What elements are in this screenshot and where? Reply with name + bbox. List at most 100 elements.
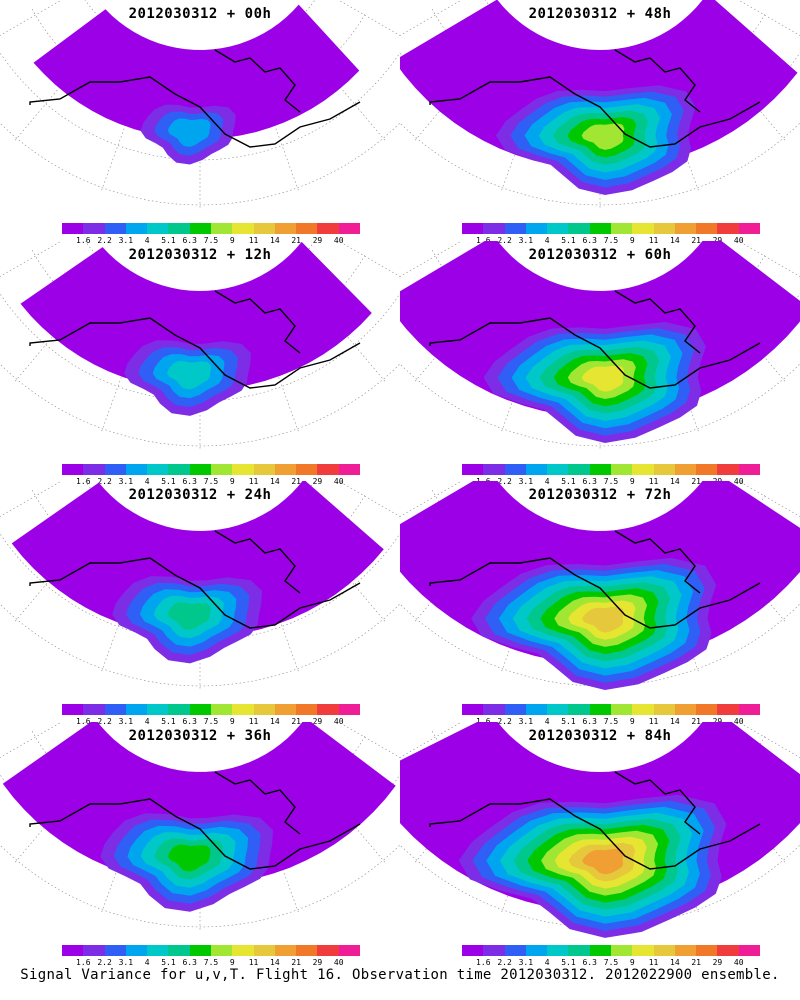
colorbar-swatch-13 xyxy=(738,704,760,715)
colorbar-tick-label: 40 xyxy=(333,958,344,967)
coastline-arctic xyxy=(614,771,701,835)
colorbar xyxy=(62,945,360,956)
colorbar-swatch-3 xyxy=(125,945,148,956)
colorbar-swatch-3 xyxy=(525,704,548,715)
colorbar-tick-label: 6.3 xyxy=(582,717,597,726)
colorbar-swatch-11 xyxy=(696,464,718,475)
variance-field xyxy=(20,241,372,416)
colorbar-tick-label: 40 xyxy=(333,236,344,245)
colorbar-swatch-13 xyxy=(338,945,360,956)
colorbar-tick-label: 9 xyxy=(229,958,235,967)
colorbar-swatch-12 xyxy=(317,704,339,715)
panel-title: 2012030312 + 12h xyxy=(128,247,272,263)
colorbar-tick-label: 14 xyxy=(270,477,280,486)
coastline-arctic xyxy=(214,290,301,354)
colorbar-tick-label: 6.3 xyxy=(182,477,197,486)
colorbar-tick-label: 9 xyxy=(629,717,635,726)
colorbar-swatch-8 xyxy=(232,945,254,956)
field-level-10 xyxy=(582,848,624,875)
colorbar-swatch-0 xyxy=(62,223,84,234)
colorbar-tick-label: 3.1 xyxy=(118,958,134,967)
field-level-3 xyxy=(167,118,211,147)
colorbar-swatch-8 xyxy=(232,464,254,475)
colorbar-tick-label: 11 xyxy=(248,717,259,726)
colorbar-tick-label: 1.6 xyxy=(76,958,91,967)
colorbar-tick-label: 4 xyxy=(144,717,150,726)
panel-title: 2012030312 + 84h xyxy=(528,728,672,744)
colorbar-swatch-11 xyxy=(296,223,318,234)
map-0 xyxy=(0,0,400,210)
colorbar-swatch-8 xyxy=(632,223,654,234)
colorbar-swatch-3 xyxy=(525,223,548,234)
colorbar-tick-label: 40 xyxy=(333,477,344,486)
colorbar-swatch-6 xyxy=(589,223,611,234)
coastline xyxy=(29,76,361,148)
colorbar-tick-label: 6.3 xyxy=(182,958,197,967)
colorbar-tick-label: 29 xyxy=(712,958,723,967)
map-5 xyxy=(400,481,800,691)
colorbar-tick-label: 11 xyxy=(648,958,659,967)
panel-title: 2012030312 + 00h xyxy=(128,6,272,22)
colorbar-tick-label: 40 xyxy=(733,477,744,486)
colorbar-swatch-8 xyxy=(232,223,254,234)
colorbar-tick-label: 7.5 xyxy=(603,717,619,726)
colorbar-swatch-3 xyxy=(525,464,548,475)
variance-field xyxy=(33,4,360,165)
colorbar-swatch-12 xyxy=(717,704,739,715)
colorbar-swatch-2 xyxy=(104,945,126,956)
colorbar-swatch-12 xyxy=(717,945,739,956)
panel-2: 2012030312 + 12h 1.6 2.2 3.1 4 5.1 6.3 7.5 9 11 14… xyxy=(0,241,400,491)
colorbar-tick-label: 21 xyxy=(691,717,701,726)
coastline-arctic xyxy=(614,290,701,354)
panel-title: 2012030312 + 60h xyxy=(528,247,672,263)
colorbar-swatch-1 xyxy=(483,223,505,234)
map-4 xyxy=(0,481,400,691)
colorbar-tick-label: 3.1 xyxy=(518,717,534,726)
colorbar-swatch-6 xyxy=(189,464,211,475)
coastline xyxy=(429,317,761,389)
colorbar-swatch-2 xyxy=(104,464,126,475)
panel-title: 2012030312 + 48h xyxy=(528,6,672,22)
panel-0: 2012030312 + 00h 1.6 2.2 3.1 4 5.1 6.3 7.5 9 11 14… xyxy=(0,0,400,250)
field-level-0 xyxy=(20,241,372,391)
colorbar-swatch-5 xyxy=(568,704,590,715)
variance-field xyxy=(400,241,800,443)
colorbar-swatch-4 xyxy=(147,223,169,234)
colorbar-tick-label: 2.2 xyxy=(97,717,112,726)
field-level-8 xyxy=(581,365,625,392)
colorbar-swatch-10 xyxy=(274,704,297,715)
variance-field xyxy=(11,481,384,664)
colorbar-tick-label: 5.1 xyxy=(161,236,176,245)
colorbar-swatch-11 xyxy=(296,945,318,956)
colorbar-labels: 1.6 2.2 3.1 4 5.1 6.3 7.5 9 11 14 21 29 40 xyxy=(62,477,360,487)
colorbar-tick-label: 11 xyxy=(248,958,259,967)
colorbar-tick-label: 9 xyxy=(629,236,635,245)
colorbar-swatch-13 xyxy=(338,223,360,234)
colorbar-swatch-6 xyxy=(189,704,211,715)
colorbar-tick-label: 4 xyxy=(544,717,550,726)
colorbar-tick-label: 3.1 xyxy=(518,236,534,245)
colorbar-swatch-0 xyxy=(462,464,484,475)
field-level-0 xyxy=(33,4,360,140)
field-level-9 xyxy=(582,606,625,633)
coastline xyxy=(29,557,361,629)
colorbar-tick-label: 4 xyxy=(544,958,550,967)
colorbar-swatch-13 xyxy=(338,464,360,475)
colorbar-swatch-6 xyxy=(589,704,611,715)
colorbar-swatch-5 xyxy=(568,464,590,475)
colorbar-tick-label: 11 xyxy=(248,477,259,486)
colorbar-tick-label: 21 xyxy=(291,717,301,726)
colorbar-swatch-9 xyxy=(653,704,675,715)
colorbar-swatch-9 xyxy=(253,223,275,234)
colorbar-tick-label: 6.3 xyxy=(182,717,197,726)
colorbar-tick-label: 21 xyxy=(291,477,301,486)
colorbar-tick-label: 14 xyxy=(270,717,280,726)
colorbar-tick-label: 9 xyxy=(629,958,635,967)
colorbar-swatch-9 xyxy=(653,464,675,475)
colorbar-tick-label: 4 xyxy=(144,236,150,245)
colorbar-swatch-0 xyxy=(62,945,84,956)
colorbar-tick-label: 29 xyxy=(312,958,323,967)
colorbar-tick-label: 9 xyxy=(229,717,235,726)
colorbar-swatch-11 xyxy=(296,464,318,475)
panel-title: 2012030312 + 24h xyxy=(128,487,272,503)
